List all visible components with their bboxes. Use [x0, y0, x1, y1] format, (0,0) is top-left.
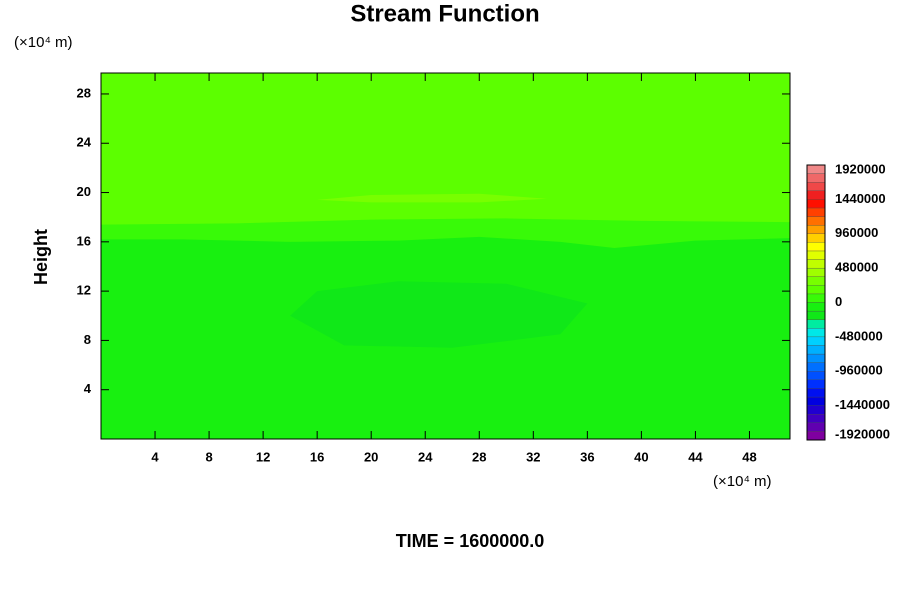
y-tick-label: 24	[77, 135, 92, 150]
colorbar-band	[806, 267, 826, 277]
time-label: TIME = 1600000.0	[396, 531, 545, 551]
y-tick-label: 20	[77, 184, 91, 199]
x-tick-label: 44	[688, 449, 703, 464]
colorbar-band	[806, 285, 826, 295]
colorbar-band	[806, 225, 826, 234]
colorbar-band	[806, 328, 826, 338]
colorbar-band	[806, 259, 826, 269]
x-tick-label: 40	[634, 449, 648, 464]
colorbar-band	[806, 353, 826, 363]
x-tick-label: 12	[256, 449, 270, 464]
colorbar-frame	[806, 164, 826, 441]
colorbar-band	[806, 362, 826, 372]
colorbar-band	[806, 293, 826, 303]
colorbar-label: -960000	[835, 363, 883, 378]
colorbar-label: -480000	[835, 328, 883, 343]
x-tick-label: 16	[310, 449, 324, 464]
y-tick-label: 28	[77, 85, 91, 100]
contour-region	[290, 281, 588, 348]
colorbar-band	[806, 405, 826, 415]
plot-frame	[100, 72, 791, 440]
y-tick-label: 12	[77, 283, 91, 298]
colorbar-label: -1920000	[835, 426, 890, 441]
x-tick-label: 48	[742, 449, 756, 464]
y-tick-label: 8	[84, 332, 91, 347]
y-tick-label: 16	[77, 233, 91, 248]
colorbar-label: 0	[835, 294, 842, 309]
contour-region	[317, 193, 547, 203]
x-unit: (×10⁴ m)	[713, 473, 772, 490]
colorbar-label: 1920000	[835, 161, 886, 176]
colorbar-band	[806, 233, 826, 243]
colorbar-band	[806, 207, 826, 217]
colorbar-band	[806, 199, 826, 209]
colorbar-band	[806, 396, 826, 406]
x-tick-label: 28	[472, 449, 486, 464]
colorbar-band	[806, 319, 826, 329]
colorbar-band	[806, 302, 826, 312]
colorbar-band	[806, 345, 826, 355]
colorbar-band	[806, 250, 826, 260]
colorbar-band	[806, 164, 826, 174]
colorbar-label: -1440000	[835, 397, 890, 412]
colorbar-band	[806, 242, 826, 252]
x-tick-label: 32	[526, 449, 540, 464]
colorbar-band	[806, 379, 826, 389]
colorbar-band	[806, 422, 826, 432]
colorbar-band	[806, 310, 826, 320]
x-tick-label: 24	[418, 449, 433, 464]
colorbar-band	[806, 216, 826, 226]
x-tick-label: 8	[205, 449, 212, 464]
x-tick-label: 36	[580, 449, 594, 464]
colorbar-band	[806, 371, 826, 380]
colorbar-band	[806, 173, 826, 183]
colorbar-label: 1440000	[835, 191, 886, 206]
y-unit: (×10⁴ m)	[14, 34, 73, 51]
x-tick-label: 20	[364, 449, 378, 464]
colorbar-band	[806, 276, 826, 286]
chart-title: Stream Function	[350, 0, 539, 27]
colorbar-band	[806, 414, 826, 423]
colorbar-band	[806, 388, 826, 398]
x-tick-label: 4	[151, 449, 159, 464]
colorbar-band	[806, 190, 826, 200]
y-tick-label: 4	[84, 381, 92, 396]
y-axis-label: Height	[31, 229, 51, 285]
colorbar-label: 480000	[835, 260, 878, 275]
colorbar-band	[806, 182, 826, 191]
colorbar-label: 960000	[835, 225, 878, 240]
colorbar-band	[806, 336, 826, 346]
colorbar-band	[806, 431, 826, 441]
